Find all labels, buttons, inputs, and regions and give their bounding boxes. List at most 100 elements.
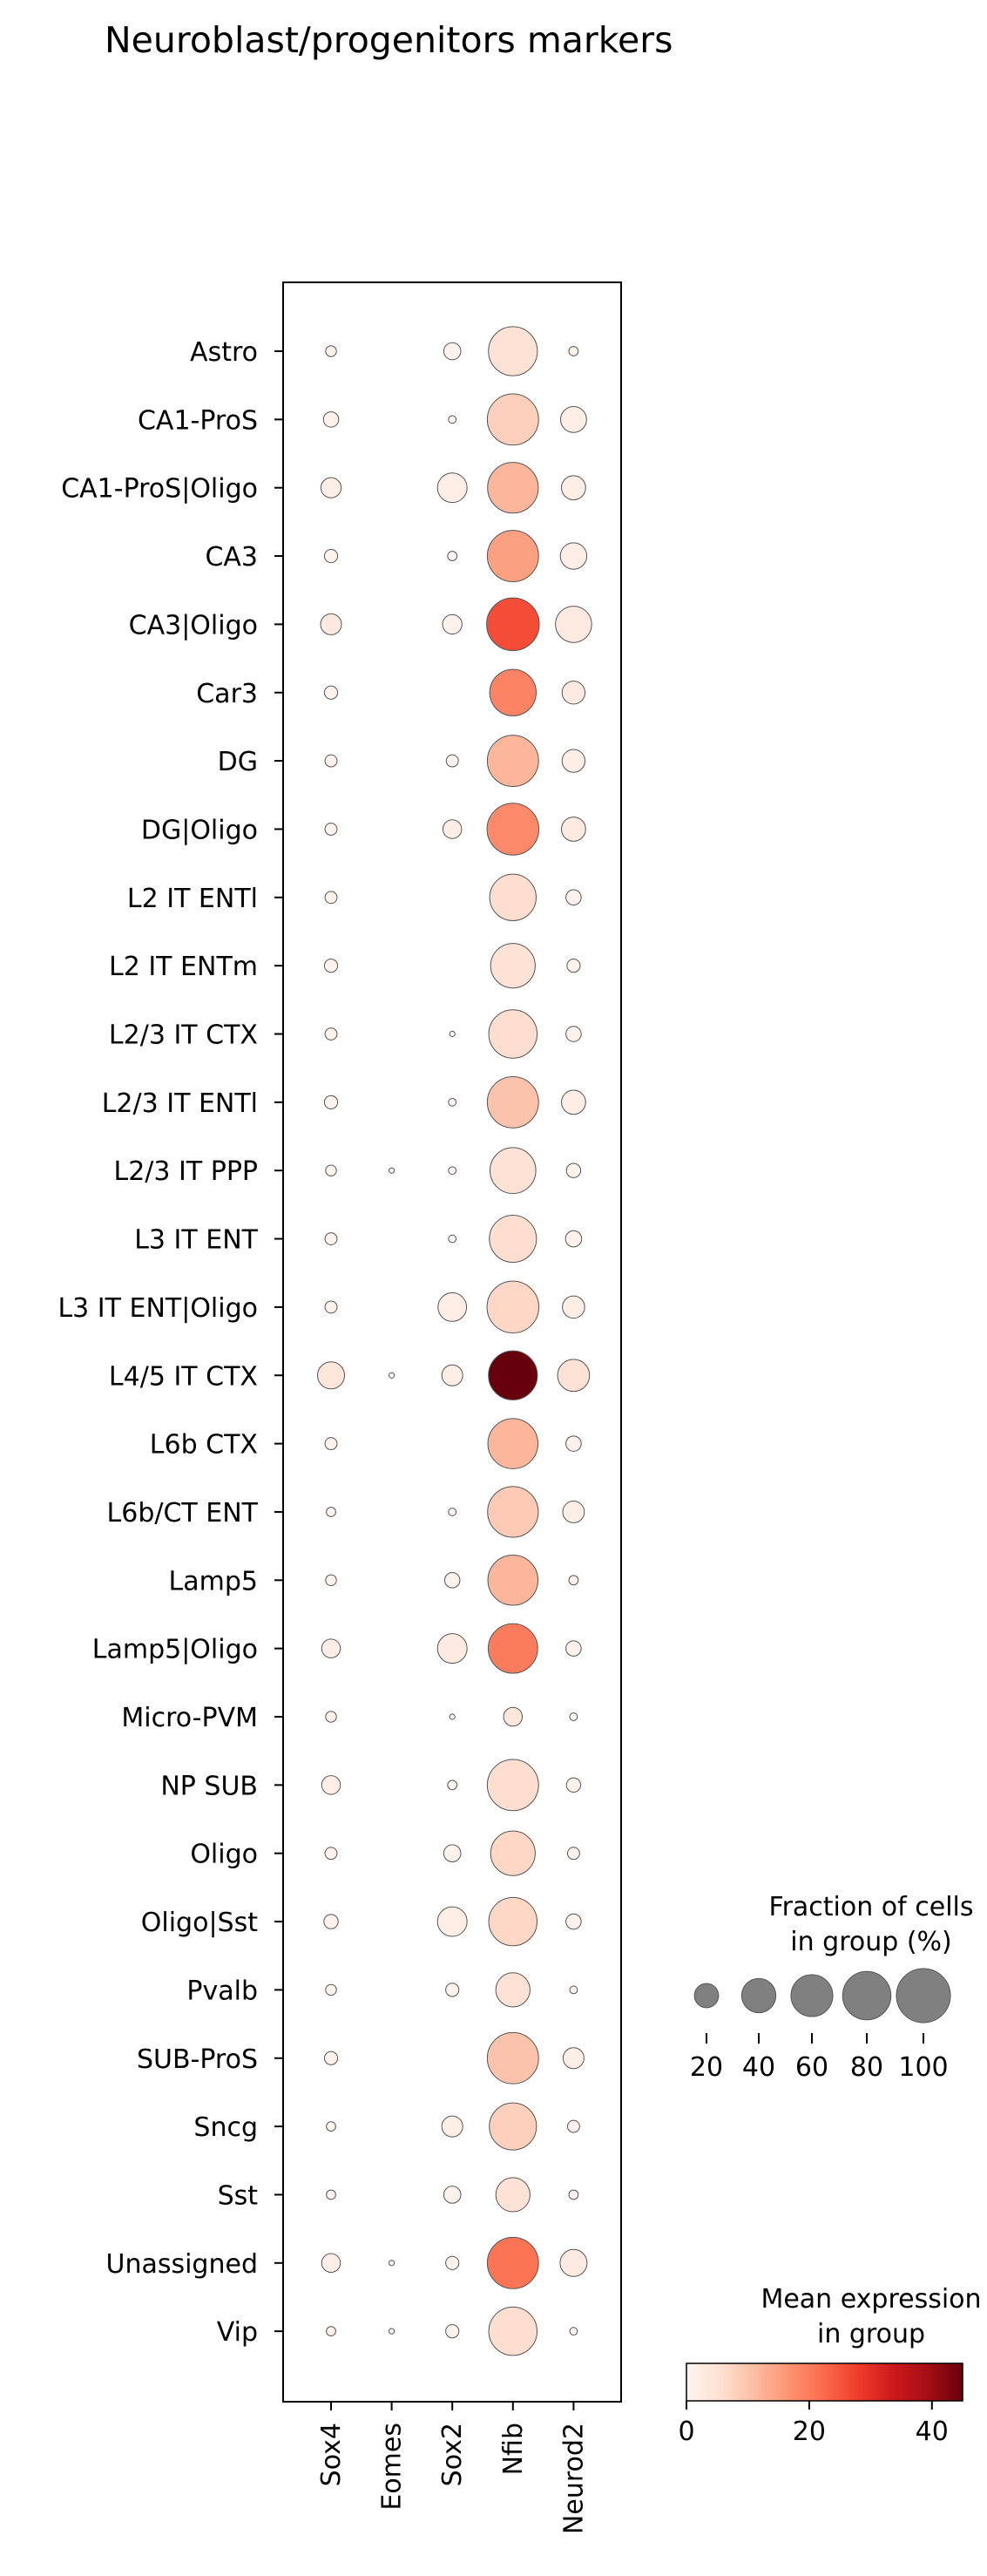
dot — [487, 1555, 539, 1606]
dot — [566, 959, 581, 973]
dot — [445, 1983, 460, 1997]
dot — [323, 959, 339, 973]
chart-title: Neuroblast/progenitors markers — [105, 19, 673, 61]
dot — [487, 1486, 539, 1538]
dot — [323, 2051, 339, 2065]
dot — [441, 1364, 463, 1386]
dot — [445, 2324, 460, 2339]
dot — [317, 1361, 345, 1390]
dot — [321, 1638, 341, 1658]
dot — [488, 2306, 538, 2356]
dot — [488, 1350, 538, 1400]
color-legend: Mean expression in group 0 20 40 — [678, 2284, 981, 2447]
column-label: Sox4 — [316, 2423, 347, 2486]
dot — [321, 1775, 341, 1795]
dot — [486, 393, 539, 446]
row-label: Oligo — [190, 1840, 258, 1870]
column-labels: Sox4 Eomes Sox2 Nfib Neurod2 — [316, 2423, 589, 2534]
dot — [566, 2119, 580, 2133]
dot — [565, 1435, 582, 1452]
dot — [486, 597, 540, 652]
dot — [486, 803, 540, 856]
dot — [565, 1163, 582, 1178]
dot — [448, 1234, 457, 1244]
dot — [325, 1983, 337, 1996]
dot — [326, 2121, 336, 2132]
size-legend-label: 20 — [690, 2052, 723, 2083]
dot — [436, 1906, 468, 1937]
dot — [560, 405, 587, 433]
dot — [495, 2177, 531, 2213]
dot — [323, 1914, 339, 1929]
dot — [561, 475, 586, 501]
dot — [565, 1913, 582, 1930]
row-label: L2/3 IT ENTl — [102, 1088, 258, 1119]
dot — [489, 1215, 537, 1264]
dot — [489, 2102, 537, 2151]
row-label: L2/3 IT PPP — [113, 1156, 258, 1187]
dot — [441, 2115, 463, 2138]
dot — [489, 873, 537, 921]
dot — [503, 1706, 524, 1727]
row-label: DG — [218, 747, 258, 777]
color-legend-title-line1: Mean expression — [761, 2284, 981, 2315]
dot — [488, 1896, 538, 1947]
dot — [565, 889, 582, 906]
dot — [323, 548, 339, 564]
dots — [317, 326, 592, 2356]
row-label: Oligo|Sst — [141, 1908, 258, 1938]
size-legend-title-line2: in group (%) — [790, 1927, 951, 1957]
dot — [486, 1759, 539, 1812]
dot — [443, 342, 462, 361]
dot — [445, 754, 459, 768]
dot — [448, 1097, 457, 1107]
dot — [569, 2327, 578, 2336]
dot — [447, 1779, 458, 1791]
dot — [566, 1847, 580, 1861]
dot — [443, 1572, 461, 1589]
dot — [325, 1711, 337, 1723]
dot — [565, 1640, 582, 1657]
dot — [448, 1508, 457, 1516]
colorbar-tick-label: 20 — [793, 2417, 826, 2447]
row-label: Sncg — [193, 2112, 258, 2143]
dot — [561, 681, 586, 705]
dot — [487, 1623, 538, 1674]
row-label: Astro — [190, 337, 258, 368]
color-legend-title-line2: in group — [817, 2319, 925, 2349]
row-label: L4/5 IT CTX — [109, 1361, 258, 1392]
dot — [564, 1230, 583, 1248]
row-label: L2/3 IT CTX — [109, 1020, 258, 1051]
column-label: Nfib — [498, 2423, 529, 2475]
dot — [442, 613, 463, 635]
dot — [325, 345, 337, 357]
dot — [486, 1280, 540, 1334]
dot — [487, 462, 539, 514]
dot — [486, 2236, 539, 2289]
dot — [443, 2186, 462, 2204]
dot — [559, 2248, 588, 2277]
dot — [326, 2189, 336, 2200]
row-label: Sst — [218, 2180, 259, 2211]
row-label: L2 IT ENTl — [127, 884, 258, 914]
row-label: Micro-PVM — [121, 1703, 258, 1733]
dot — [495, 1972, 531, 2008]
size-legend-title-line1: Fraction of cells — [769, 1892, 974, 1922]
dot — [486, 1075, 539, 1129]
row-label: CA3|Oligo — [129, 610, 258, 641]
colorbar — [686, 2362, 963, 2402]
dot — [486, 2031, 539, 2085]
size-legend-dot — [842, 1970, 892, 2021]
row-label: CA1-ProS — [138, 405, 258, 436]
dot — [323, 1095, 339, 1109]
row-label: L6b/CT ENT — [107, 1498, 259, 1529]
dot — [324, 1437, 338, 1451]
dot — [490, 943, 536, 989]
dot — [389, 1372, 395, 1379]
dot — [443, 1844, 462, 1863]
row-label: Vip — [217, 2317, 258, 2348]
row-label: L3 IT ENT — [134, 1225, 258, 1256]
dot — [565, 1777, 582, 1793]
row-label: Car3 — [196, 679, 258, 709]
colorbar-ticks: 0 20 40 — [678, 2401, 949, 2447]
